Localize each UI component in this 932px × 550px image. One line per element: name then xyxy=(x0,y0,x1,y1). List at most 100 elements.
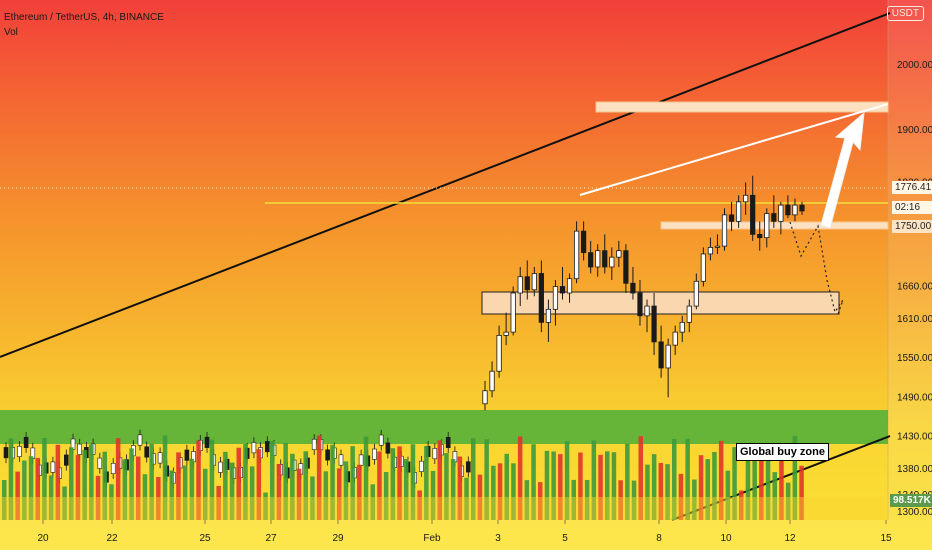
volume-bar xyxy=(256,449,262,520)
candle-body xyxy=(378,434,384,446)
price-tick-label: 1610.00 xyxy=(897,314,932,325)
volume-value-tag: 98.517K xyxy=(890,494,932,507)
time-tick-label: 10 xyxy=(720,533,732,544)
global-buy-zone-band xyxy=(0,410,888,444)
volume-bar xyxy=(477,474,483,520)
volume-bar xyxy=(28,456,34,520)
candle-body xyxy=(372,448,377,460)
volume-bar xyxy=(142,474,148,520)
volume-bar xyxy=(162,435,168,520)
candle-body xyxy=(559,286,566,294)
volume-bar xyxy=(732,447,737,520)
volume-baseline xyxy=(0,497,888,520)
candle-body xyxy=(545,308,552,323)
candle-body xyxy=(144,446,149,458)
candle-body xyxy=(538,273,544,323)
time-tick-label: 20 xyxy=(37,533,49,544)
marked-level-tag: 1750.00 xyxy=(892,220,932,233)
time-tick-label: 25 xyxy=(199,533,211,544)
volume-bar xyxy=(538,482,543,520)
volume-bar xyxy=(377,451,382,520)
candle-body xyxy=(679,321,685,333)
wedge-upper-line xyxy=(579,103,889,196)
volume-bar xyxy=(95,475,101,520)
volume-bar xyxy=(115,438,121,520)
candle-body xyxy=(204,436,210,448)
volume-bar xyxy=(229,462,235,520)
candle-body xyxy=(482,390,488,405)
volume-bar xyxy=(692,479,697,520)
candle-body xyxy=(721,214,728,247)
volume-bar xyxy=(491,465,496,520)
candle-body xyxy=(743,194,749,203)
volume-bar xyxy=(591,440,597,520)
volume-bar xyxy=(316,435,322,520)
candle-body xyxy=(325,449,330,461)
price-tick-label: 1380.00 xyxy=(897,464,932,475)
candle-body xyxy=(623,250,629,284)
volume-bar xyxy=(343,461,349,520)
candle-body xyxy=(445,436,451,448)
time-tick-label: 12 xyxy=(784,533,796,544)
candle-body xyxy=(658,341,664,369)
candle-body xyxy=(595,250,601,268)
volume-bar xyxy=(725,470,731,520)
candle-body xyxy=(465,461,471,473)
candle-body xyxy=(651,305,657,343)
volume-bar xyxy=(62,486,67,520)
volume-bar xyxy=(511,463,516,520)
volume-bar xyxy=(129,448,134,520)
candle-body xyxy=(637,292,643,317)
candle-body xyxy=(714,245,721,248)
volume-bar xyxy=(390,448,396,520)
volume-bar xyxy=(236,447,241,520)
price-tick-label: 1490.00 xyxy=(897,392,932,403)
volume-bar xyxy=(799,465,804,520)
volume-bar xyxy=(102,451,107,520)
volume-bar xyxy=(2,480,7,520)
candle-body xyxy=(311,438,317,450)
candle-body xyxy=(686,305,692,323)
currency-button[interactable]: USDT xyxy=(886,6,924,21)
candle-body xyxy=(264,441,270,453)
candle-body xyxy=(338,454,344,466)
volume-bar xyxy=(551,451,556,520)
volume-bar xyxy=(223,451,228,520)
candle-body xyxy=(218,461,223,473)
countdown-tag: 02:16 xyxy=(892,201,932,214)
candle-body xyxy=(419,460,424,472)
candle-body xyxy=(358,454,364,466)
volume-bar xyxy=(397,446,402,520)
candle-body xyxy=(510,292,516,333)
candle-body xyxy=(157,452,163,464)
candle-body xyxy=(644,305,650,317)
volume-bar xyxy=(82,449,87,520)
volume-label: Vol xyxy=(4,27,18,38)
volume-bar xyxy=(792,436,798,520)
candle-body xyxy=(700,253,706,282)
volume-bar xyxy=(705,459,710,520)
volume-bar xyxy=(249,466,255,520)
time-tick-label: 15 xyxy=(880,533,892,544)
volume-bar xyxy=(484,439,489,520)
volume-bar xyxy=(745,443,751,520)
price-tick-label: 1900.00 xyxy=(897,125,932,136)
volume-bar xyxy=(176,452,181,520)
volume-bar xyxy=(89,444,94,520)
projection-path xyxy=(789,221,844,315)
volume-bar xyxy=(15,471,20,520)
candle-body xyxy=(609,256,615,268)
volume-bar xyxy=(263,492,268,520)
volume-bar xyxy=(524,480,530,520)
candle-body xyxy=(524,276,530,291)
price-tick-label: 2000.00 xyxy=(897,60,932,71)
volume-bar xyxy=(136,456,141,520)
symbol-title[interactable]: Ethereum / TetherUS, 4h, BINANCE xyxy=(4,12,164,23)
candle-body xyxy=(64,454,69,466)
volume-bar xyxy=(42,437,47,520)
volume-bar xyxy=(450,459,456,520)
volume-bar xyxy=(417,490,422,520)
volume-bar xyxy=(759,445,764,520)
